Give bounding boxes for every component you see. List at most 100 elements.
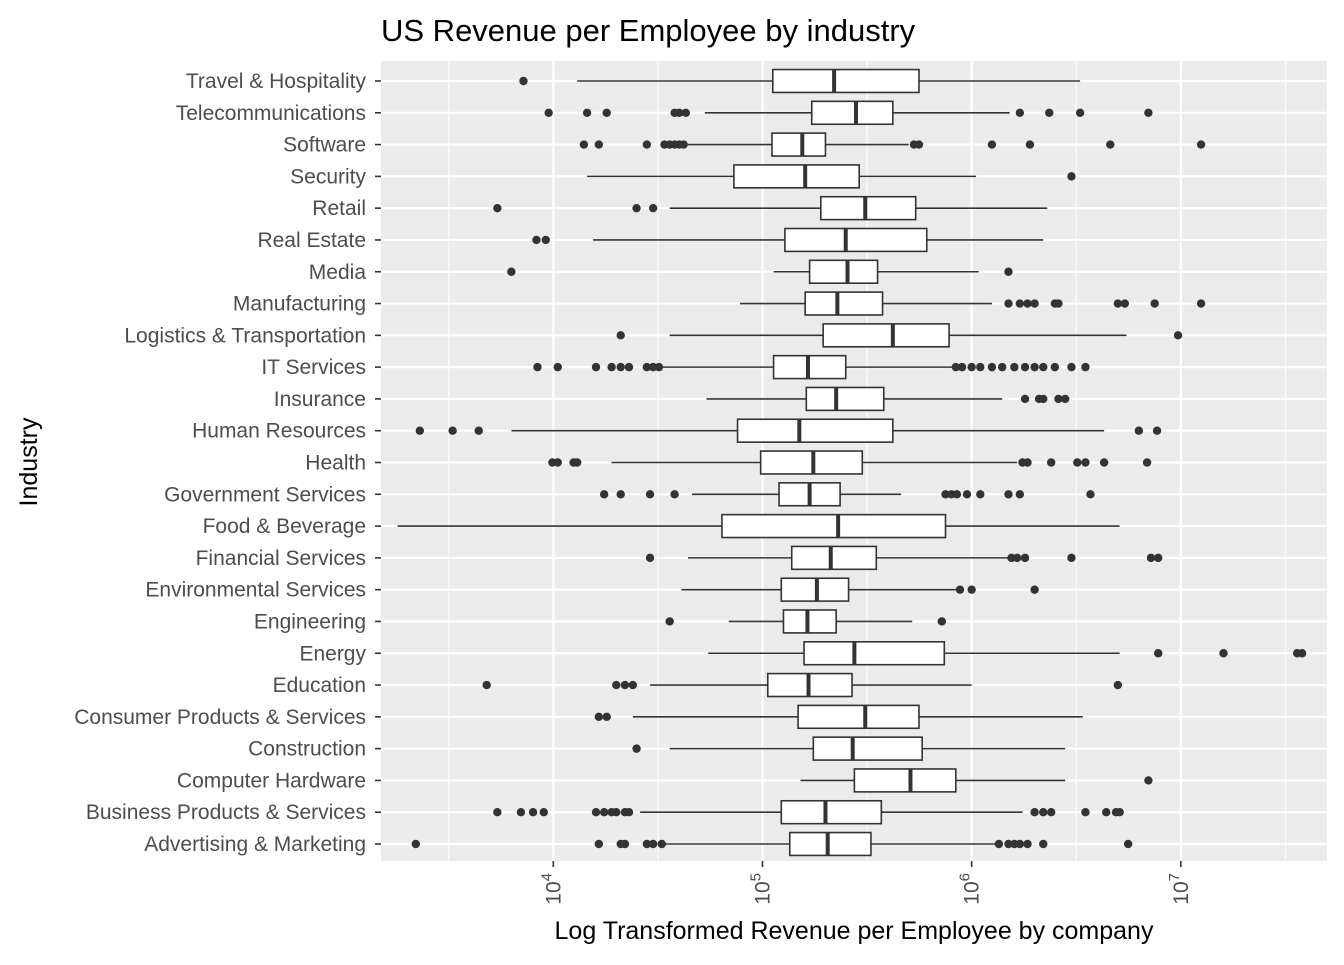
outlier-point [648,203,658,213]
x-tick-label: 104 [538,873,565,905]
outlier-point [994,839,1004,849]
outlier-point [1004,839,1013,849]
outlier-point [1152,426,1162,435]
outlier-point [482,680,491,690]
outlier-point [582,108,592,117]
outlier-point [1154,649,1163,658]
outlier-point [1073,458,1082,467]
y-tick-label: Security [290,165,366,188]
outlier-point [642,362,652,372]
outlier-point [1106,140,1115,149]
outlier-point [1046,808,1056,817]
y-tick-label: Telecommunications [176,102,366,125]
outlier-point [1142,458,1152,467]
outlier-point [967,362,976,372]
outlier-point [1120,299,1130,308]
outlier-point [976,362,985,372]
outlier-point [599,490,609,499]
outlier-point [1012,553,1022,563]
outlier-point [1023,839,1032,849]
outlier-point [541,235,550,245]
y-tick-label: Engineering [254,610,366,633]
outlier-point [532,235,541,245]
outlier-point [1081,458,1090,467]
box-iqr [736,418,894,443]
outlier-point [539,808,548,817]
boxplot-retail [493,195,1048,221]
box-iqr [808,259,879,284]
box-iqr [780,799,883,825]
outlier-point [1023,458,1032,467]
outlier-point [1020,394,1030,404]
y-tick-label: Travel & Hospitality [186,70,367,93]
boxplot-software [579,132,1206,157]
outlier-point [1004,490,1013,499]
y-tick-label: Computer Hardware [177,769,366,792]
outlier-point [1015,108,1025,117]
outlier-point [602,712,611,722]
y-tick-label: Insurance [274,388,366,411]
box-iqr [803,641,946,666]
box-iqr [812,736,923,761]
outlier-point [1081,362,1090,372]
box-iqr [771,68,920,94]
outlier-point [594,140,604,149]
y-tick-label: Environmental Services [145,579,366,602]
box-iqr [805,386,885,412]
box-iqr [782,609,837,634]
outlier-point [1067,172,1076,181]
outlier-point [675,108,684,117]
y-tick-label: Manufacturing [233,293,366,316]
outlier-point [607,362,616,372]
outlier-point [1144,776,1153,785]
outlier-point [1150,299,1159,308]
outlier-point [642,140,652,149]
y-tick-label: Human Resources [192,420,366,443]
outlier-point [648,362,658,372]
outlier-point [1054,394,1063,404]
outlier-point [648,839,658,849]
boxplot-insurance [706,386,1070,412]
outlier-point [1099,458,1109,467]
boxplot-real-estate [532,227,1044,253]
box-iqr [819,195,917,221]
outlier-point [411,839,420,849]
y-tick-label: Software [283,134,366,157]
boxplot-media [507,259,1013,284]
outlier-point [1113,299,1123,308]
outlier-point [987,140,997,149]
outlier-point [1196,140,1206,149]
outlier-point [1004,267,1013,276]
outlier-point [998,362,1007,372]
outlier-point [624,808,634,817]
outlier-point [533,362,542,372]
outlier-point [553,458,562,467]
outlier-point [519,76,528,86]
boxplot-travel-and-hospitality [519,68,1081,94]
outlier-point [1039,839,1048,849]
outlier-point [448,426,457,435]
outlier-point [1046,458,1056,467]
outlier-point [572,458,582,467]
outlier-point [967,585,976,594]
outlier-point [1173,331,1183,340]
box-iqr [784,227,928,253]
outlier-point [1146,553,1156,563]
outlier-point [937,617,947,626]
box-iqr [790,545,878,571]
outlier-point [616,331,625,340]
boxplot-security [587,164,1076,189]
outlier-point [528,808,538,817]
outlier-point [493,808,502,817]
outlier-point [665,617,674,626]
boxplot-logistics-and-transportation [616,323,1183,348]
outlier-point [612,680,621,690]
outlier-point [1023,299,1032,308]
outlier-point [1020,362,1030,372]
boxplot-food-and-beverage [397,513,1120,539]
outlier-point [1039,362,1048,372]
outlier-point [1030,808,1039,817]
y-tick-label: IT Services [261,356,366,379]
box-iqr [733,164,861,189]
